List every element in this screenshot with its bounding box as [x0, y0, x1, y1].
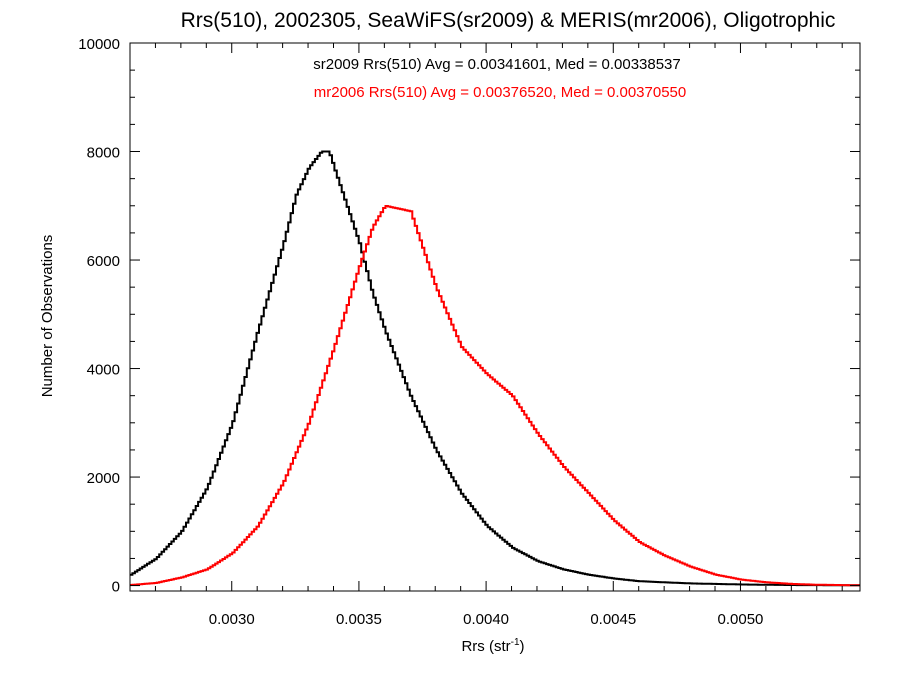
y-axis-label: Number of Observations — [39, 235, 56, 398]
x-tick-label: 0.0030 — [209, 611, 255, 628]
chart-title: Rrs(510), 2002305, SeaWiFS(sr2009) & MER… — [181, 9, 836, 32]
y-tick-label: 8000 — [87, 145, 120, 162]
y-tick-label: 6000 — [87, 253, 120, 270]
y-tick-label: 0 — [112, 579, 120, 596]
series-line-0 — [130, 150, 860, 587]
plot-frame — [129, 42, 861, 592]
x-tick-label: 0.0045 — [590, 611, 636, 628]
series-line-1 — [130, 205, 860, 587]
annotation-mr2006: mr2006 Rrs(510) Avg = 0.00376520, Med = … — [314, 84, 687, 101]
annotation-sr2009: sr2009 Rrs(510) Avg = 0.00341601, Med = … — [313, 56, 681, 73]
x-axis-label-close: ) — [520, 638, 525, 655]
plot-area — [129, 42, 861, 592]
x-tick-label: 0.0035 — [336, 611, 382, 628]
x-axis-label-base: Rrs (str — [461, 638, 510, 655]
y-tick-label: 4000 — [87, 362, 120, 379]
x-axis-label: Rrs (str-1) — [461, 637, 524, 655]
x-tick-label: 0.0050 — [718, 611, 764, 628]
x-axis: 0.0030 0.0035 0.0040 0.0045 0.0050 — [129, 43, 843, 628]
y-tick-label: 2000 — [87, 470, 120, 487]
x-tick-label: 0.0040 — [463, 611, 509, 628]
x-axis-label-superscript: -1 — [511, 637, 520, 648]
y-tick-label: 10000 — [78, 36, 120, 53]
y-axis: 0 2000 4000 6000 8000 10000 — [78, 36, 860, 596]
